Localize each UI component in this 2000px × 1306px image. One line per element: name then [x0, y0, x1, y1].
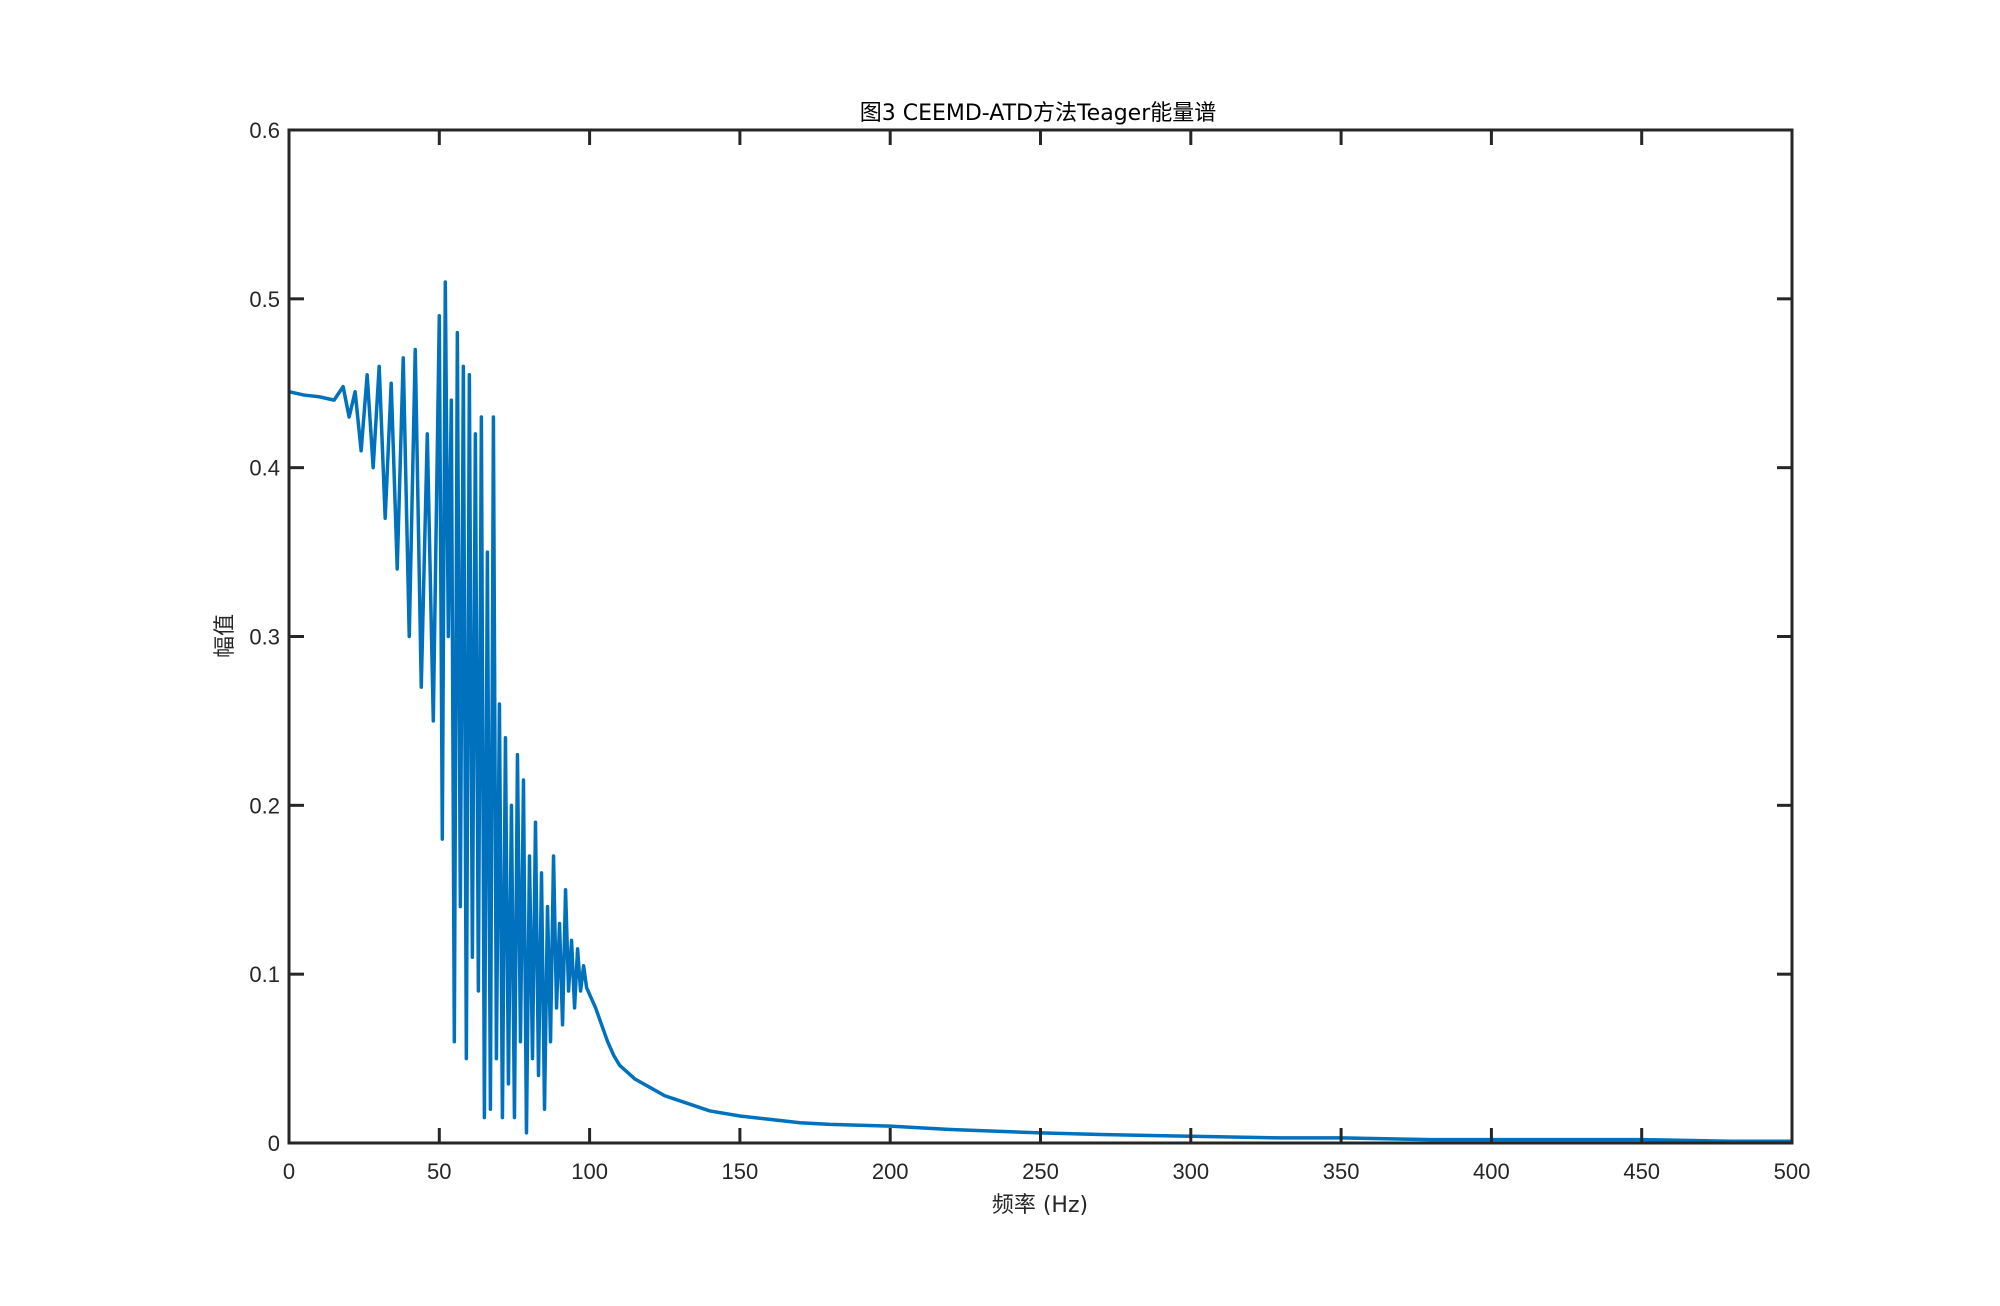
x-axis-label: 频率 (Hz) — [992, 1193, 1088, 1218]
x-tick-label: 50 — [427, 1159, 451, 1184]
x-tick-label: 200 — [872, 1159, 909, 1184]
y-tick-label: 0.5 — [249, 287, 280, 312]
x-tick-label: 450 — [1623, 1159, 1660, 1184]
series-line-0 — [288, 280, 1792, 1144]
x-tick-label: 350 — [1323, 1159, 1360, 1184]
x-axis-ticks: 0 50 100 150 200 250 300 350 400 450 500 — [283, 130, 1810, 1184]
y-tick-label: 0.2 — [249, 793, 280, 818]
x-tick-label: 300 — [1172, 1159, 1209, 1184]
x-tick-label: 0 — [283, 1159, 295, 1184]
y-tick-label: 0.1 — [249, 962, 280, 987]
x-tick-label: 500 — [1774, 1159, 1811, 1184]
y-axis-ticks: 0 0.1 0.2 0.3 0.4 0.5 0.6 — [249, 118, 1792, 1156]
y-axis-label: 幅值 — [213, 614, 238, 658]
y-tick-label: 0.6 — [249, 118, 280, 143]
y-tick-label: 0 — [268, 1131, 280, 1156]
chart-title: 图3 CEEMD-ATD方法Teager能量谱 — [860, 101, 1217, 126]
series-layer — [288, 280, 1792, 1144]
x-tick-label: 150 — [722, 1159, 759, 1184]
x-tick-label: 100 — [571, 1159, 608, 1184]
y-tick-label: 0.4 — [249, 456, 280, 481]
x-tick-label: 400 — [1473, 1159, 1510, 1184]
x-tick-label: 250 — [1022, 1159, 1059, 1184]
y-tick-label: 0.3 — [249, 625, 280, 650]
